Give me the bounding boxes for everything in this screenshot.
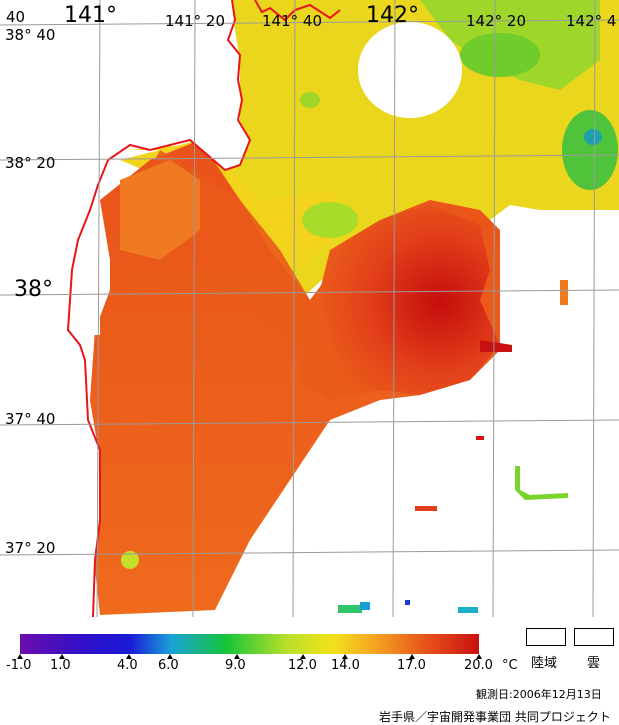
latitude-label: 38° 40	[5, 26, 56, 44]
sst-dot	[121, 551, 139, 569]
latitude-label: 38°	[14, 277, 53, 302]
cool-water-patch	[562, 110, 618, 190]
longitude-label: 142° 20	[466, 12, 526, 30]
coastline	[66, 0, 252, 617]
scale-tick-label: 1.0	[50, 658, 71, 673]
sst-dot	[338, 605, 362, 613]
sst-dot	[476, 436, 484, 440]
land-label: 陸域	[531, 656, 558, 671]
cloud-patch	[358, 22, 462, 118]
scale-tick-label: -1.0	[6, 658, 32, 673]
longitude-label: 40	[6, 8, 26, 26]
cool-water-patch	[302, 202, 358, 238]
temperature-color-scale	[20, 634, 479, 654]
scale-tick-label: 14.0	[331, 658, 360, 673]
sst-dot	[458, 607, 478, 613]
cloud-swatch	[574, 628, 614, 646]
latitude-label: 37° 20	[5, 539, 56, 557]
scale-tick	[17, 654, 23, 659]
scale-tick	[234, 654, 240, 659]
sst-dot	[405, 600, 410, 605]
sea-surface-temperature-map	[0, 0, 619, 617]
land-swatch	[526, 628, 566, 646]
coastline	[254, 0, 341, 22]
longitude-label: 141°	[64, 3, 117, 28]
cool-water-patch	[300, 92, 320, 108]
scale-tick	[409, 654, 415, 659]
scale-tick-label: 6.0	[158, 658, 179, 673]
scale-tick	[476, 654, 482, 659]
scale-tick	[300, 654, 306, 659]
east-warm-tail	[480, 340, 512, 352]
scale-tick-label: 12.0	[288, 658, 317, 673]
sst-dot	[360, 602, 370, 610]
credit-line: 岩手県／宇宙開発事業団 共同プロジェクト	[379, 710, 611, 724]
longitude-label: 141° 40	[262, 12, 322, 30]
longitude-label: 141° 20	[165, 12, 225, 30]
scale-tick-label: 20.0	[464, 658, 493, 673]
sst-dot	[515, 466, 568, 500]
scale-tick	[126, 654, 132, 659]
warm-core-eddy	[300, 205, 500, 400]
observation-date: 観測日:2006年12月13日	[476, 688, 602, 701]
scale-tick-label: 4.0	[117, 658, 138, 673]
latitude-label: 37° 40	[5, 410, 56, 428]
warm-water-tongue	[120, 160, 200, 260]
latitude-label: 38° 20	[5, 154, 56, 172]
sst-dot	[560, 280, 568, 305]
sst-dot	[415, 506, 437, 511]
scale-tick	[342, 654, 348, 659]
scale-tick	[167, 654, 173, 659]
scale-tick-label: 17.0	[397, 658, 426, 673]
cool-water-patch	[584, 129, 602, 145]
cloud-label: 雲	[587, 656, 601, 671]
land-area	[0, 0, 250, 617]
cool-water-patch	[460, 33, 540, 77]
scale-tick	[59, 654, 65, 659]
graticule	[0, 0, 619, 617]
longitude-label: 142° 4	[566, 12, 617, 30]
scale-tick-label: 9.0	[225, 658, 246, 673]
longitude-label: 142°	[366, 3, 419, 28]
temperature-unit: °C	[502, 658, 518, 673]
